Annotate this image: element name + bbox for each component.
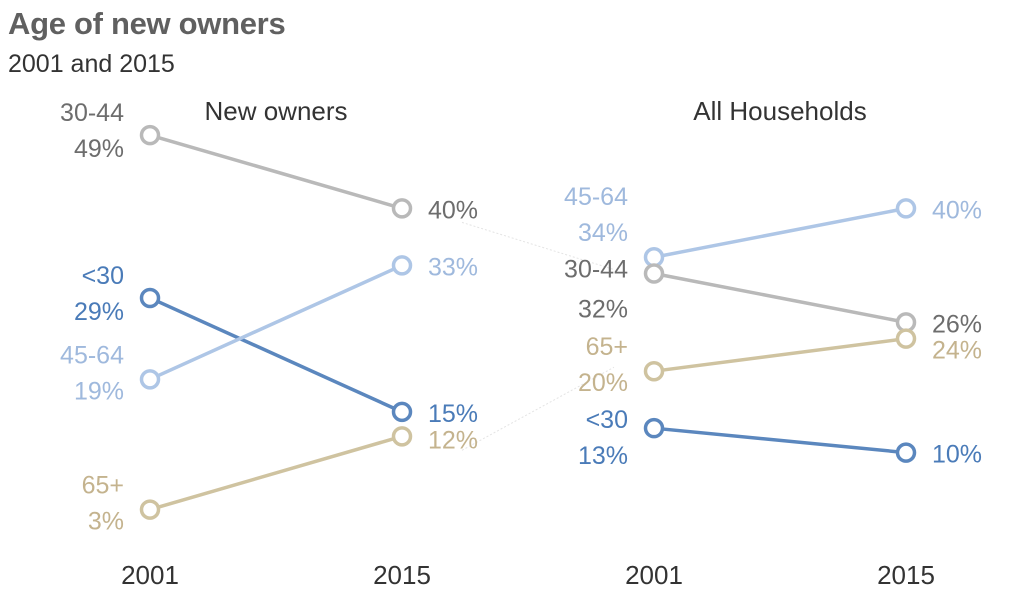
series-line — [653, 336, 907, 373]
data-point — [391, 401, 413, 423]
data-label: 24% — [932, 337, 982, 365]
data-label: 40% — [428, 196, 478, 224]
series-line — [149, 296, 403, 414]
series-line — [149, 434, 403, 512]
data-point — [643, 360, 665, 382]
data-point — [139, 369, 161, 390]
series-name-label: 30-44 — [60, 99, 124, 127]
data-point — [139, 499, 161, 520]
data-label: 32% — [578, 296, 628, 324]
data-point — [643, 246, 665, 268]
series-name-label: <30 — [586, 406, 628, 434]
data-label: 26% — [932, 310, 982, 338]
series-name-label: 45-64 — [60, 341, 124, 369]
series-65-plus: 65+ 20% 24% — [578, 328, 982, 397]
chart-title: Age of new owners — [8, 6, 286, 41]
panel-title: New owners — [204, 96, 347, 126]
series-name-label: 65+ — [586, 333, 628, 361]
data-label: 15% — [428, 400, 478, 428]
data-point — [895, 198, 917, 219]
panel-all-households: All Households 2001 2015 45-64 34% 40% 30-44 32… — [564, 96, 982, 590]
panel-connectors — [461, 221, 615, 451]
series-line — [149, 263, 403, 381]
series-line — [653, 271, 907, 325]
data-label: 29% — [74, 298, 124, 326]
data-label: 49% — [74, 135, 124, 163]
series-45-64: 45-64 34% 40% — [564, 183, 982, 268]
connector-line — [461, 366, 615, 451]
data-label: 10% — [932, 441, 982, 469]
data-label: 3% — [88, 508, 124, 536]
data-point — [895, 312, 917, 333]
series-name-label: 65+ — [82, 472, 124, 500]
data-label: 40% — [932, 196, 982, 224]
series-30-44: 30-44 32% 26% — [564, 256, 982, 339]
data-point — [895, 442, 917, 463]
connector-line — [461, 221, 615, 270]
data-point — [391, 198, 413, 219]
series-name-label: 30-44 — [564, 256, 628, 284]
data-label: 19% — [74, 377, 124, 405]
x-tick-label: 2001 — [625, 560, 683, 590]
series-under-30: <30 13% 10% — [578, 406, 982, 470]
series-30-44: 30-44 49% 40% — [60, 99, 478, 224]
data-point — [391, 255, 413, 276]
series-65-plus: 65+ 3% 12% — [82, 426, 478, 536]
data-point — [391, 426, 413, 447]
data-label: 13% — [578, 442, 628, 470]
x-tick-label: 2015 — [373, 560, 431, 590]
data-point — [139, 287, 161, 309]
series-line — [653, 206, 907, 259]
data-point — [643, 417, 665, 439]
data-point — [139, 124, 161, 146]
series-45-64: 45-64 19% 33% — [60, 253, 478, 405]
data-label: 33% — [428, 253, 478, 281]
series-under-30: <30 29% 15% — [74, 262, 478, 428]
data-point — [643, 263, 665, 284]
chart-subtitle: 2001 and 2015 — [8, 50, 175, 78]
x-tick-label: 2001 — [121, 560, 179, 590]
data-point — [895, 328, 917, 349]
panel-title: All Households — [693, 96, 866, 126]
series-name-label: <30 — [82, 262, 124, 290]
series-line — [653, 426, 907, 455]
x-tick-label: 2015 — [877, 560, 935, 590]
series-name-label: 45-64 — [564, 183, 628, 211]
data-label: 20% — [578, 369, 628, 397]
series-line — [149, 133, 403, 211]
data-label: 34% — [578, 219, 628, 247]
data-label: 12% — [428, 426, 478, 454]
